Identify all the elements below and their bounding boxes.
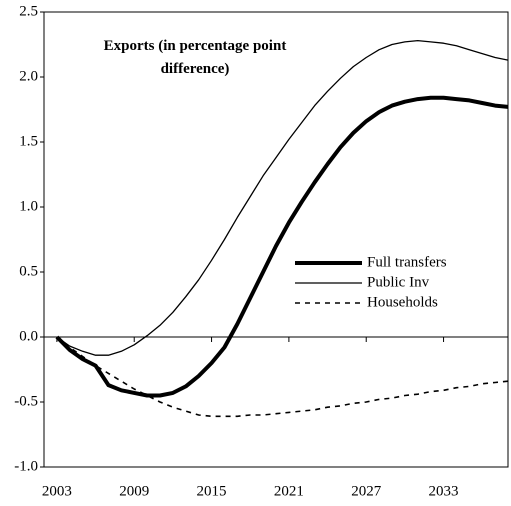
plot-frame (43, 11, 509, 468)
y-tick-label: 2.5 (19, 3, 38, 19)
y-tick-label: 0.5 (19, 263, 38, 279)
y-tick-label: 2.0 (19, 68, 38, 84)
y-tick-label: -1.0 (14, 458, 38, 474)
x-tick-label: 2021 (274, 483, 304, 499)
y-tick-label: 1.0 (19, 198, 38, 214)
x-tick-label: 2009 (119, 483, 149, 499)
chart-title: Exports (in percentage point difference) (103, 38, 287, 77)
x-tick-label: 2003 (42, 483, 72, 499)
legend-label: Full transfers (367, 254, 447, 270)
x-tick-label: 2033 (429, 483, 459, 499)
x-tick-label: 2015 (197, 483, 227, 499)
series-line (56, 336, 509, 418)
y-tick-label: 0.0 (19, 328, 38, 344)
legend-label: Households (367, 294, 438, 310)
legend-label: Public Inv (367, 274, 430, 290)
y-tick-label: 1.5 (19, 133, 38, 149)
x-tick-label: 2027 (351, 483, 382, 499)
series-line (56, 39, 509, 356)
series-line (55, 95, 509, 398)
y-tick-label: -0.5 (14, 393, 38, 409)
